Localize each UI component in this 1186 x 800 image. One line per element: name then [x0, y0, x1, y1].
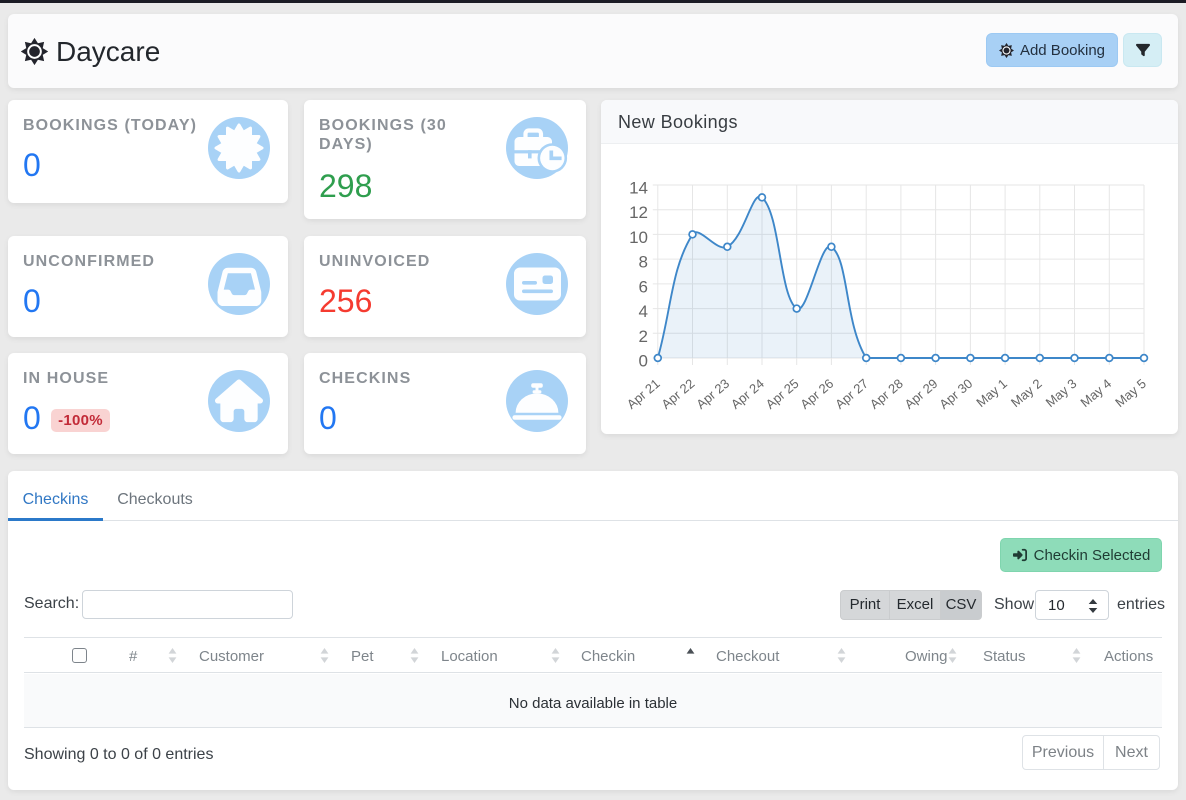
svg-text:Apr 27: Apr 27	[832, 376, 871, 412]
svg-text:May 2: May 2	[1008, 376, 1045, 410]
svg-text:May 1: May 1	[973, 376, 1010, 410]
svg-text:6: 6	[639, 277, 648, 296]
svg-text:Apr 24: Apr 24	[728, 376, 767, 412]
svg-text:12: 12	[629, 203, 648, 222]
svg-text:0: 0	[639, 352, 648, 371]
svg-text:Apr 21: Apr 21	[624, 376, 663, 412]
svg-text:Apr 23: Apr 23	[693, 376, 732, 412]
svg-text:May 4: May 4	[1077, 376, 1114, 410]
svg-text:8: 8	[639, 253, 648, 272]
svg-text:4: 4	[639, 302, 648, 321]
svg-text:2: 2	[639, 327, 648, 346]
svg-text:May 3: May 3	[1043, 376, 1080, 410]
svg-text:Apr 25: Apr 25	[763, 376, 802, 412]
svg-text:Apr 29: Apr 29	[902, 376, 941, 412]
svg-text:10: 10	[629, 228, 648, 247]
svg-text:Apr 22: Apr 22	[658, 376, 697, 412]
svg-text:Apr 30: Apr 30	[936, 376, 975, 412]
svg-text:Apr 28: Apr 28	[867, 376, 906, 412]
svg-text:Apr 26: Apr 26	[797, 376, 836, 412]
svg-text:May 5: May 5	[1112, 376, 1149, 410]
svg-text:14: 14	[629, 179, 648, 198]
